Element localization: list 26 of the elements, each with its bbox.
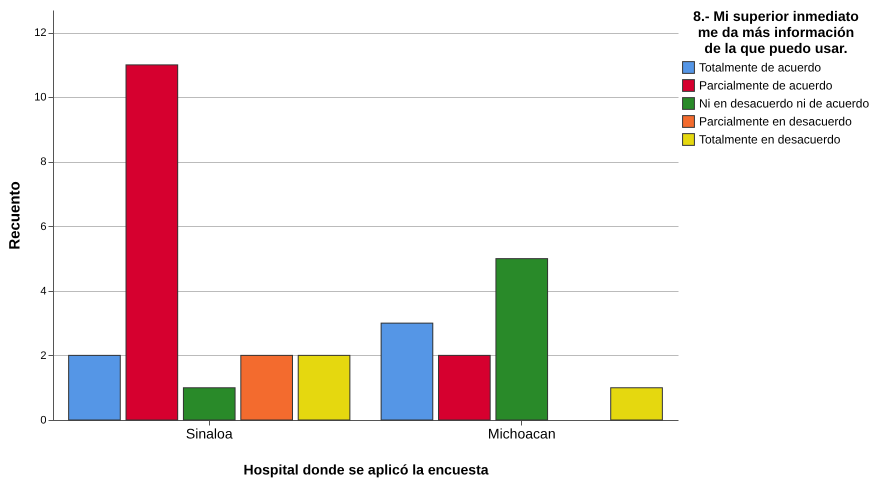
legend-label: Ni en desacuerdo ni de acuerdo	[699, 96, 870, 110]
bar	[126, 64, 178, 420]
legend-title: 8.- Mi superior inmediato me da más información de la que puedo usar.	[693, 8, 859, 56]
x-tick-label: Sinaloa	[186, 426, 233, 442]
bar	[298, 354, 350, 420]
y-tick-label: 6	[40, 220, 46, 233]
legend-label: Parcialmente en desacuerdo	[699, 114, 852, 128]
bar	[182, 387, 236, 420]
y-tick-label: 8	[40, 156, 46, 168]
bar	[68, 354, 121, 420]
bar	[438, 354, 491, 420]
legend-label: Parcialmente de acuerdo	[699, 78, 833, 92]
y-axis-title: Recuento	[6, 181, 24, 250]
legend-label: Totalmente de acuerdo	[699, 60, 822, 74]
bar	[495, 258, 548, 420]
y-tick-label: 12	[34, 27, 46, 40]
bar	[380, 322, 434, 420]
bar	[610, 387, 663, 420]
bar	[240, 354, 293, 420]
x-axis-title: Hospital donde se aplicó la encuesta	[243, 462, 489, 478]
legend-label: Totalmente en desacuerdo	[699, 132, 841, 146]
y-tick-label: 0	[40, 414, 46, 426]
y-tick-label: 2	[40, 350, 46, 362]
y-tick-label: 4	[40, 285, 46, 298]
x-tick-label: Michoacan	[488, 426, 556, 442]
y-tick-label: 10	[34, 92, 46, 104]
